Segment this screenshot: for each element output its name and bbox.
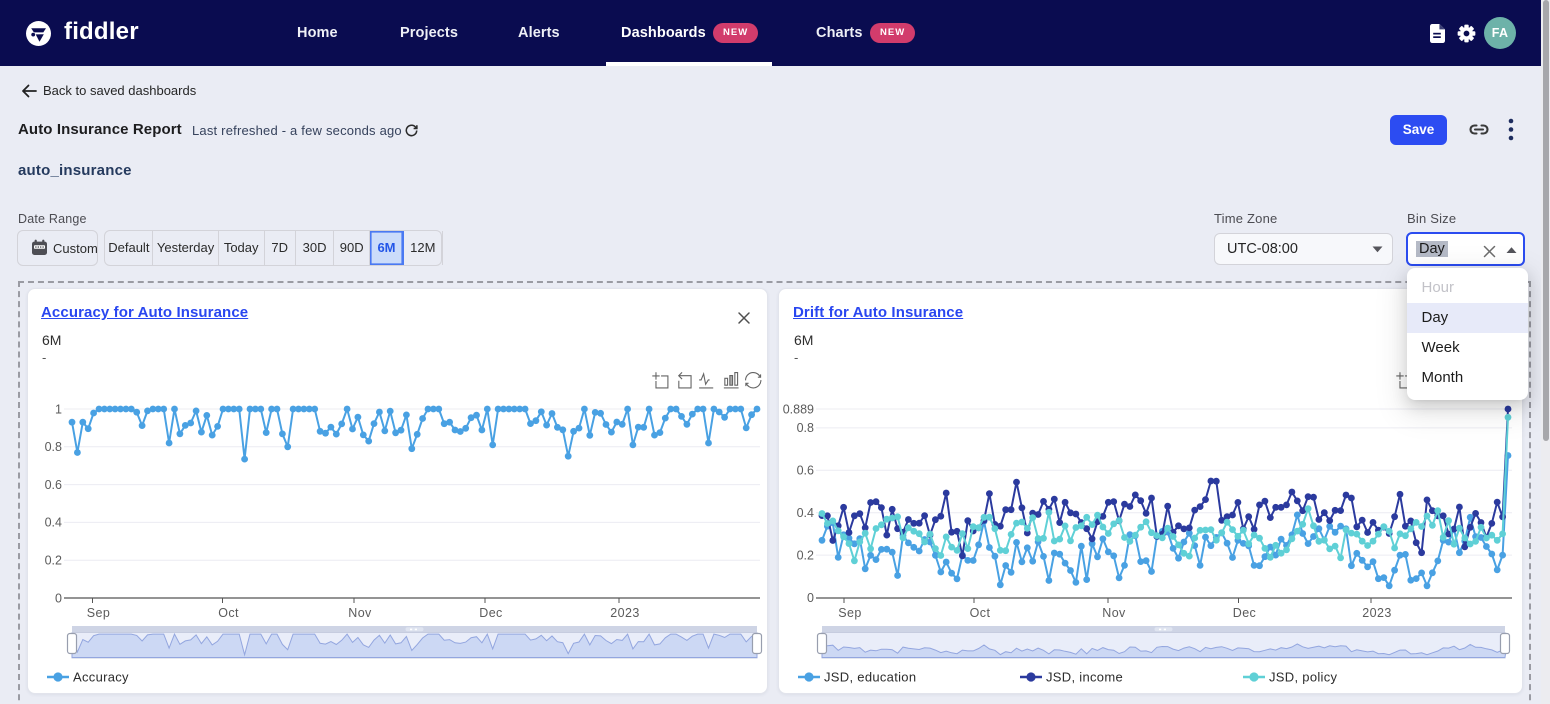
svg-text:0: 0 [55, 591, 62, 605]
svg-text:0.6: 0.6 [45, 478, 62, 492]
svg-text:JSD, income: JSD, income [1046, 670, 1123, 685]
svg-text:0.6: 0.6 [797, 464, 814, 478]
svg-text:Sep: Sep [87, 606, 110, 620]
svg-text:Oct: Oct [218, 606, 239, 620]
svg-text:Accuracy: Accuracy [73, 670, 129, 685]
svg-text:2023: 2023 [610, 606, 639, 620]
svg-text:0.8: 0.8 [45, 440, 62, 454]
svg-text:JSD, education: JSD, education [824, 670, 916, 685]
svg-text:2023: 2023 [1362, 606, 1391, 620]
svg-text:0.2: 0.2 [797, 548, 814, 562]
svg-text:Dec: Dec [1233, 606, 1256, 620]
svg-text:0.4: 0.4 [45, 516, 62, 530]
svg-text:0: 0 [807, 591, 814, 605]
svg-text:Nov: Nov [348, 606, 372, 620]
svg-text:JSD, policy: JSD, policy [1269, 670, 1338, 685]
svg-text:0.8: 0.8 [797, 421, 814, 435]
svg-text:0.889: 0.889 [783, 402, 814, 416]
svg-text:1: 1 [55, 402, 62, 416]
svg-text:Sep: Sep [838, 606, 861, 620]
svg-text:Dec: Dec [479, 606, 502, 620]
svg-text:Oct: Oct [970, 606, 991, 620]
svg-text:0.4: 0.4 [797, 506, 814, 520]
svg-text:0.2: 0.2 [45, 554, 62, 568]
svg-text:Nov: Nov [1102, 606, 1126, 620]
